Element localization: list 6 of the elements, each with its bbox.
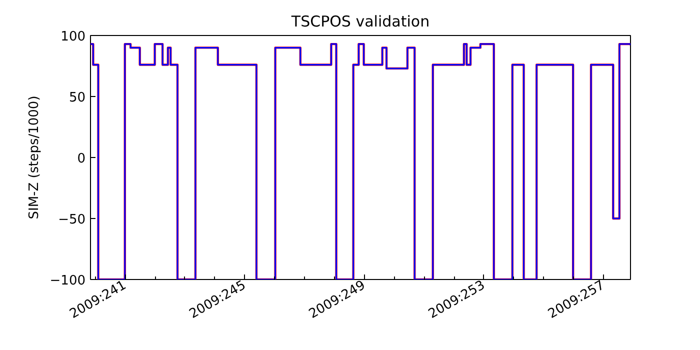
y-axis-title: SIM-Z (steps/1000): [26, 96, 42, 220]
y-tick-label: 50: [68, 90, 86, 106]
y-tick-label: 100: [60, 30, 86, 44]
y-tick-label: −50: [58, 212, 86, 228]
y-tick-label: 0: [77, 152, 86, 166]
chart-title: TSCPOS validation: [290, 12, 430, 30]
